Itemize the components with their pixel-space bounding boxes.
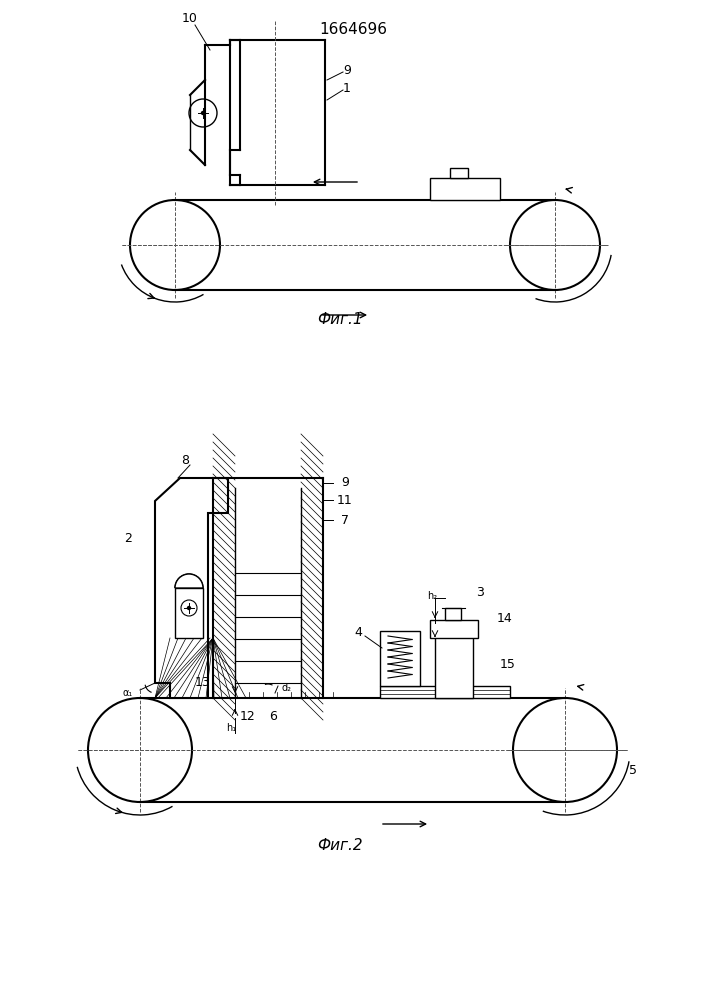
Text: Фиг.2: Фиг.2 [317, 838, 363, 852]
Text: 1664696: 1664696 [319, 22, 387, 37]
Text: h₂: h₂ [427, 591, 437, 601]
Bar [435, 623, 473, 698]
Bar [175, 588, 203, 638]
Text: 2: 2 [124, 532, 132, 544]
Circle shape [201, 111, 204, 114]
Text: 15: 15 [500, 658, 516, 672]
Text: 1: 1 [343, 82, 351, 95]
Text: 3: 3 [476, 586, 484, 599]
Bar [450, 168, 468, 178]
Bar [380, 686, 510, 698]
Text: d₂: d₂ [281, 683, 291, 693]
Text: 14: 14 [497, 611, 513, 624]
Polygon shape [155, 478, 228, 698]
Text: 11: 11 [337, 493, 353, 506]
Text: 4: 4 [354, 626, 362, 640]
Text: 12: 12 [240, 710, 256, 722]
Text: 8: 8 [181, 454, 189, 468]
Circle shape [187, 606, 190, 609]
Text: 10: 10 [182, 11, 198, 24]
Text: Фиг.1: Фиг.1 [317, 312, 363, 328]
Bar [430, 178, 500, 200]
Text: 9: 9 [343, 64, 351, 77]
Text: 13: 13 [195, 676, 211, 690]
Bar [430, 620, 478, 638]
Text: 7: 7 [341, 514, 349, 526]
Bar [445, 608, 461, 620]
Text: 6: 6 [269, 710, 277, 722]
Text: 5: 5 [629, 764, 637, 776]
Bar [380, 631, 420, 686]
Text: α₁: α₁ [123, 688, 133, 698]
Text: h₁: h₁ [226, 723, 236, 733]
Wedge shape [175, 574, 203, 588]
Text: 9: 9 [341, 477, 349, 489]
